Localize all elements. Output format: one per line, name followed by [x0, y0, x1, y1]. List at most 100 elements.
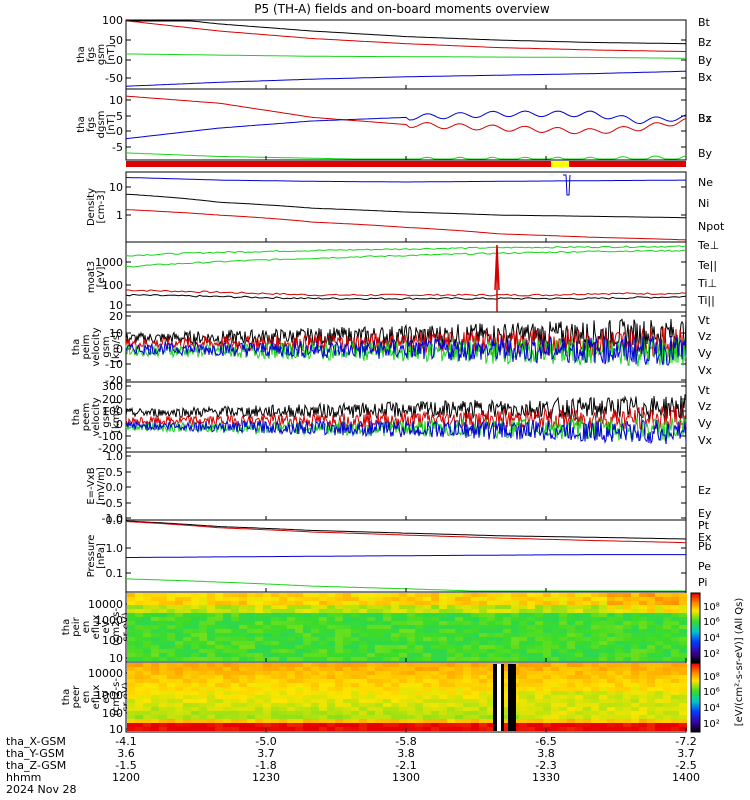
spec-cell	[551, 653, 559, 657]
spec-cell	[447, 695, 455, 699]
spec-cell	[287, 641, 295, 645]
spec-cell	[463, 687, 471, 691]
spec-cell	[127, 671, 135, 675]
spec-cell	[327, 719, 335, 723]
spec-cell	[487, 723, 495, 727]
spec-cell	[415, 667, 423, 671]
spec-cell	[567, 649, 575, 653]
spec-cell	[639, 715, 647, 719]
spec-cell	[287, 687, 295, 691]
spec-cell	[591, 641, 599, 645]
spec-cell	[223, 641, 231, 645]
colorbar-cell	[691, 706, 700, 707]
colorbar-cell	[691, 703, 700, 704]
spec-cell	[551, 687, 559, 691]
spec-cell	[319, 617, 327, 621]
spec-cell	[183, 597, 191, 601]
spec-cell	[575, 715, 583, 719]
spec-cell	[655, 633, 663, 637]
spec-cell	[423, 593, 431, 597]
spec-cell	[407, 609, 415, 613]
spec-cell	[575, 609, 583, 613]
spec-cell	[559, 671, 567, 675]
spec-cell	[191, 687, 199, 691]
spec-cell	[671, 727, 679, 731]
spec-cell	[639, 683, 647, 687]
spec-cell	[415, 621, 423, 625]
spec-cell	[583, 707, 591, 711]
panel-ylabel: moat3[eV]	[86, 261, 107, 293]
y-tick-label: 0	[116, 418, 123, 431]
spec-cell	[215, 723, 223, 727]
spec-cell	[183, 629, 191, 633]
spec-cell	[263, 715, 271, 719]
spec-cell	[679, 667, 687, 671]
spec-cell	[487, 617, 495, 621]
spec-cell	[255, 683, 263, 687]
spec-cell	[191, 715, 199, 719]
spec-cell	[223, 671, 231, 675]
spec-cell	[183, 637, 191, 641]
spec-cell	[199, 601, 207, 605]
spec-cell	[247, 633, 255, 637]
spec-cell	[295, 695, 303, 699]
spec-cell	[615, 699, 623, 703]
spec-cell	[343, 723, 351, 727]
spec-cell	[143, 593, 151, 597]
spec-cell	[663, 657, 671, 661]
spec-cell	[503, 715, 511, 719]
legend-entry: Ni	[698, 197, 709, 210]
colorbar-tick: 10⁸	[703, 672, 720, 683]
spec-cell	[447, 597, 455, 601]
spec-cell	[159, 727, 167, 731]
colorbar-tick: 10⁶	[703, 617, 720, 628]
spec-cell	[135, 657, 143, 661]
spec-cell	[151, 637, 159, 641]
spec-cell	[559, 699, 567, 703]
spec-cell	[591, 723, 599, 727]
colorbar-cell	[691, 718, 700, 719]
spec-cell	[295, 641, 303, 645]
spec-cell	[359, 679, 367, 683]
spec-cell	[551, 605, 559, 609]
spec-cell	[527, 719, 535, 723]
colorbar-cell	[691, 674, 700, 675]
spec-cell	[503, 711, 511, 715]
spec-cell	[175, 719, 183, 723]
spec-cell	[639, 675, 647, 679]
spec-cell	[143, 723, 151, 727]
spec-cell	[423, 629, 431, 633]
spec-cell	[207, 621, 215, 625]
spec-cell	[319, 649, 327, 653]
spec-cell	[239, 637, 247, 641]
colorbar-cell	[691, 644, 700, 645]
spec-cell	[127, 715, 135, 719]
spec-cell	[503, 719, 511, 723]
spec-cell	[207, 653, 215, 657]
x-tick-label: 3.8	[537, 747, 555, 760]
spec-cell	[559, 605, 567, 609]
series-Vx	[125, 335, 687, 366]
spec-cell	[663, 675, 671, 679]
spec-cell	[527, 675, 535, 679]
spec-cell	[567, 653, 575, 657]
spec-cell	[295, 613, 303, 617]
spec-cell	[607, 683, 615, 687]
spec-cell	[439, 621, 447, 625]
spec-cell	[367, 605, 375, 609]
spec-cell	[231, 667, 239, 671]
spec-cell	[439, 605, 447, 609]
spec-cell	[567, 687, 575, 691]
spec-cell	[679, 683, 687, 687]
spec-cell	[351, 675, 359, 679]
panel-ylabel: thafgsdgsm[nT]	[76, 111, 117, 139]
spec-cell	[439, 593, 447, 597]
spec-cell	[191, 593, 199, 597]
spec-cell	[415, 727, 423, 731]
spec-cell	[447, 663, 455, 667]
spec-cell	[423, 707, 431, 711]
spec-cell	[159, 601, 167, 605]
spec-cell	[407, 671, 415, 675]
spec-cell	[575, 691, 583, 695]
spec-cell	[527, 653, 535, 657]
